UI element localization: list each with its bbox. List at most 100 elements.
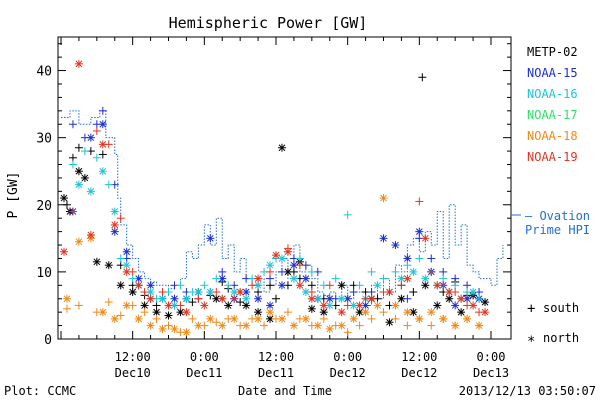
- north-marker: [337, 321, 346, 330]
- north-marker: [218, 294, 227, 303]
- north-marker: [427, 308, 436, 317]
- south-marker: [355, 281, 364, 290]
- ovation-line-layer: [61, 110, 504, 306]
- north-marker: [481, 308, 490, 317]
- north-marker: [307, 294, 316, 303]
- south-marker: [128, 274, 137, 283]
- north-marker: [182, 328, 191, 337]
- south-marker: [176, 281, 185, 290]
- south-marker: [188, 298, 197, 307]
- south-marker: [116, 311, 125, 320]
- south-marker: [260, 321, 269, 330]
- north-marker: [325, 324, 334, 333]
- south-marker: [194, 294, 203, 303]
- y-tick-label: 30: [36, 132, 52, 147]
- north-marker: [337, 294, 346, 303]
- north-marker: [319, 308, 328, 317]
- north-marker: [98, 120, 107, 129]
- north-marker: [194, 288, 203, 297]
- north-marker: [218, 274, 227, 283]
- south-marker: [415, 197, 424, 206]
- north-marker: [86, 230, 95, 239]
- south-marker: [403, 294, 412, 303]
- north-marker: [242, 294, 251, 303]
- south-marker: [254, 288, 263, 297]
- x-tick-time-label: 12:00: [401, 350, 437, 364]
- south-marker: [68, 153, 77, 162]
- north-marker: [325, 294, 334, 303]
- north-marker: [158, 294, 167, 303]
- legend-entry: NOAA-18: [527, 129, 578, 143]
- north-marker: [415, 227, 424, 236]
- ovation-legend-line1: — Ovation: [525, 209, 590, 223]
- south-marker: [218, 267, 227, 276]
- south-marker: [403, 321, 412, 330]
- south-marker: [140, 308, 149, 317]
- south-marker: [230, 294, 239, 303]
- north-marker: [122, 267, 131, 276]
- north-marker: [469, 301, 478, 310]
- north-marker: [403, 274, 412, 283]
- north-marker: [421, 234, 430, 243]
- south-marker: [266, 274, 275, 283]
- north-marker: [98, 140, 107, 149]
- south-marker: [98, 106, 107, 115]
- north-marker: [182, 294, 191, 303]
- north-marker: [277, 314, 286, 323]
- north-marker: [457, 308, 466, 317]
- north-marker: [122, 261, 131, 270]
- south-marker: [283, 308, 292, 317]
- north-marker: [415, 314, 424, 323]
- north-marker: [170, 324, 179, 333]
- south-marker: [212, 318, 221, 327]
- south-marker: [295, 261, 304, 270]
- south-marker: [152, 314, 161, 323]
- south-marker: [307, 288, 316, 297]
- south-marker: [236, 298, 245, 307]
- ovation-prime-line: [61, 110, 504, 306]
- north-marker: [385, 318, 394, 327]
- legend-entry: NOAA-15: [527, 66, 578, 80]
- marker-legend: + south * north: [527, 301, 579, 350]
- y-tick-label: 10: [36, 266, 52, 281]
- north-marker: [194, 321, 203, 330]
- south-marker: [397, 281, 406, 290]
- north-marker: [266, 308, 275, 317]
- north-marker: [206, 314, 215, 323]
- x-tick-time-label: 0:00: [190, 350, 219, 364]
- north-marker: [403, 254, 412, 263]
- south-marker: [307, 267, 316, 276]
- y-tick-label: 20: [36, 199, 52, 214]
- north-marker: [110, 207, 119, 216]
- south-marker: [451, 274, 460, 283]
- north-marker: [433, 281, 442, 290]
- north-marker: [62, 294, 71, 303]
- north-marker: [391, 301, 400, 310]
- north-marker: [283, 267, 292, 276]
- north-marker: [475, 321, 484, 330]
- ovation-legend-line2: Prime HPI: [525, 223, 590, 237]
- south-marker: [74, 143, 83, 152]
- south-marker: [62, 304, 71, 313]
- y-axis-label: P [GW]: [6, 172, 21, 219]
- south-marker: [68, 207, 77, 216]
- north-marker: [319, 301, 328, 310]
- south-marker: [158, 288, 167, 297]
- south-marker: [68, 160, 77, 169]
- north-marker: [104, 261, 113, 270]
- north-marker: [158, 324, 167, 333]
- north-marker: [379, 234, 388, 243]
- south-marker: [140, 288, 149, 297]
- north-marker: [451, 321, 460, 330]
- marker-legend-south-symbol: +: [527, 301, 535, 317]
- north-marker: [277, 143, 286, 152]
- south-marker: [418, 73, 427, 82]
- north-marker: [110, 227, 119, 236]
- north-marker: [367, 294, 376, 303]
- north-marker: [74, 59, 83, 68]
- north-marker: [254, 308, 263, 317]
- south-marker: [367, 288, 376, 297]
- x-axis-label: Date and Time: [238, 384, 332, 398]
- north-marker: [409, 267, 418, 276]
